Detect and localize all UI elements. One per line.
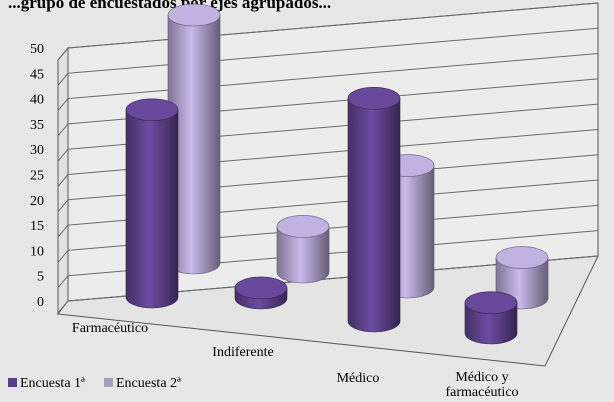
gridline-side bbox=[57, 47, 69, 61]
bar bbox=[276, 215, 330, 284]
bar-top bbox=[276, 215, 330, 238]
bar-body bbox=[464, 302, 518, 345]
y-tick-label: 10 bbox=[30, 244, 44, 259]
bar-body bbox=[125, 109, 179, 309]
gridline bbox=[67, 53, 599, 100]
bar bbox=[125, 98, 179, 309]
gridline-side bbox=[57, 123, 69, 137]
chart-title: ...grupo de encuestados por ejes agrupad… bbox=[8, 0, 331, 12]
gridline-side bbox=[57, 199, 69, 213]
gridline-side bbox=[57, 224, 69, 238]
x-axis-labels: Farmacéutico Indiferente Médico Médico y far… bbox=[72, 321, 519, 400]
bars bbox=[125, 3, 549, 345]
gridline-side bbox=[57, 148, 69, 162]
gridline-side bbox=[57, 250, 69, 263]
bar-body bbox=[347, 98, 401, 333]
bar-top bbox=[125, 98, 179, 122]
bar-top bbox=[234, 276, 288, 300]
gridline-side bbox=[57, 72, 69, 86]
bar-body bbox=[276, 226, 330, 284]
x-tick-label: Médico bbox=[337, 371, 380, 386]
legend: Encuesta 1ª Encuesta 2ª bbox=[8, 376, 181, 391]
y-tick-label: 30 bbox=[30, 143, 44, 158]
gridline-side bbox=[57, 275, 69, 289]
gridline-side bbox=[57, 300, 69, 314]
bar bbox=[464, 291, 518, 345]
bar-top bbox=[464, 291, 518, 314]
x-tick-label: Médico y farmacéutico bbox=[445, 370, 518, 400]
bar-top bbox=[167, 3, 221, 27]
x-tick-label: Indiferente bbox=[212, 345, 273, 360]
y-axis: 0 5 10 15 20 25 30 35 40 45 50 bbox=[30, 42, 44, 310]
legend-swatch bbox=[8, 378, 17, 387]
bar-top bbox=[347, 87, 401, 110]
legend-swatch bbox=[104, 378, 113, 387]
y-tick-label: 35 bbox=[30, 118, 44, 133]
legend-label: Encuesta 2ª bbox=[116, 376, 181, 391]
legend-label: Encuesta 1ª bbox=[20, 376, 85, 391]
y-tick-label: 40 bbox=[30, 93, 44, 108]
y-tick-label: 20 bbox=[30, 194, 44, 209]
y-tick-label: 15 bbox=[30, 219, 44, 234]
bar bbox=[234, 276, 288, 310]
gridline bbox=[67, 2, 599, 49]
y-tick-label: 50 bbox=[30, 42, 44, 57]
y-tick-label: 25 bbox=[30, 169, 44, 184]
bar bbox=[347, 87, 401, 333]
gridline bbox=[67, 27, 599, 74]
y-tick-label: 5 bbox=[37, 270, 44, 285]
y-tick-label: 45 bbox=[30, 67, 44, 82]
y-tick-label: 0 bbox=[37, 295, 44, 310]
bar bbox=[167, 3, 221, 275]
gridline-side bbox=[57, 98, 69, 111]
bar-top bbox=[495, 246, 549, 269]
x-tick-label: Farmacéutico bbox=[72, 321, 148, 336]
gridline-side bbox=[57, 174, 69, 187]
